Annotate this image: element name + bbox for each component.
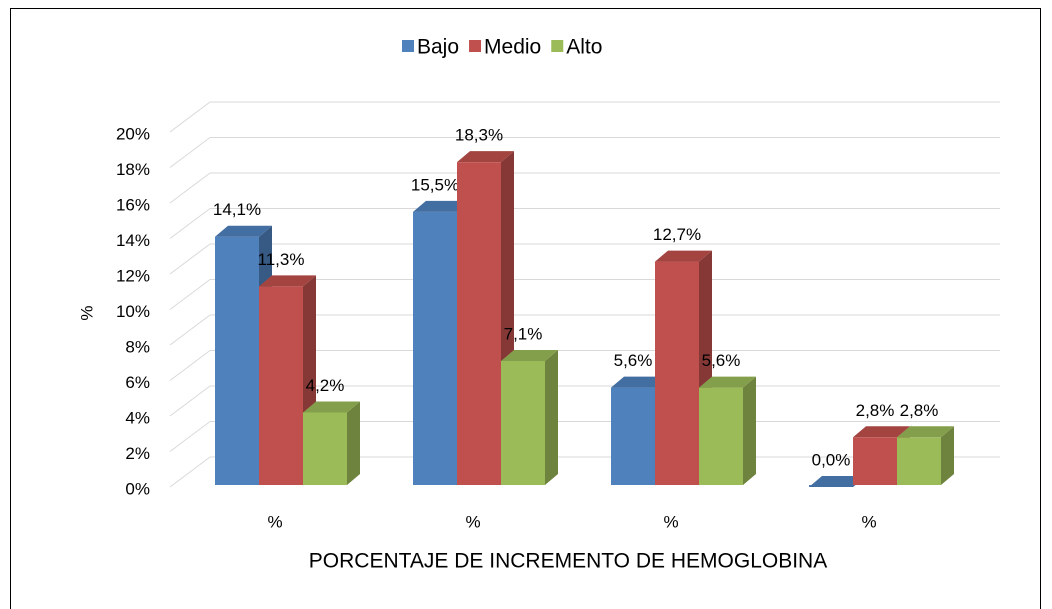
value-label: 2,8% [900, 401, 939, 420]
value-label: 7,1% [504, 324, 543, 343]
bar-top [611, 376, 668, 388]
bar [655, 261, 699, 485]
y-tick-label: 12% [116, 266, 150, 285]
bar-top [215, 225, 272, 237]
value-label: 5,6% [702, 351, 741, 370]
x-axis-title: PORCENTAJE DE INCREMENTO DE HEMOGLOBINA [309, 550, 827, 573]
bar-top [413, 200, 470, 212]
grid-line [169, 208, 211, 239]
bar [303, 412, 347, 485]
y-tick-label: 8% [125, 337, 150, 356]
legend-label: Medio [484, 36, 541, 59]
bar-top [303, 401, 360, 413]
value-label: 14,1% [213, 200, 261, 219]
value-label: 15,5% [411, 175, 459, 194]
bar-side [941, 426, 954, 485]
grid-line [169, 279, 211, 310]
value-label: 0,0% [812, 450, 851, 469]
bar-side [347, 401, 360, 485]
bar-top [853, 426, 910, 438]
y-tick-label: 10% [116, 302, 150, 321]
bar [259, 286, 303, 485]
value-label: 2,8% [856, 401, 895, 420]
legend-label: Alto [566, 36, 602, 59]
grid-line [169, 243, 211, 275]
grid-line [169, 101, 211, 133]
bar [413, 211, 457, 485]
bar-side [545, 349, 558, 485]
bar-top [699, 376, 756, 388]
bar-side [743, 376, 756, 485]
legend-swatch [551, 40, 564, 52]
value-label: 5,6% [614, 351, 653, 370]
y-tick-label: 18% [116, 160, 150, 179]
grid-line [169, 385, 211, 417]
value-label: 11,3% [258, 250, 305, 269]
grid-line [169, 172, 211, 204]
bar-top [259, 275, 316, 287]
chart-frame [10, 8, 1041, 609]
grid-line [169, 421, 211, 452]
y-axis-title: % [77, 305, 96, 320]
x-tick-label: % [267, 512, 282, 531]
bar [699, 387, 743, 485]
bar-top [897, 426, 954, 438]
grid-line [169, 350, 211, 381]
bar [853, 437, 897, 485]
bar [501, 360, 545, 485]
bar-top [457, 151, 514, 163]
x-tick-label: % [663, 512, 678, 531]
y-tick-label: 6% [125, 373, 150, 392]
bar-top [501, 349, 558, 361]
y-tick-label: 20% [116, 124, 150, 143]
grid-line [169, 456, 211, 488]
grid-line [169, 137, 211, 168]
bar [215, 236, 259, 485]
bar [611, 387, 655, 485]
legend-swatch [469, 40, 482, 52]
bar-top [655, 250, 712, 262]
x-tick-label: % [861, 512, 876, 531]
value-label: 18,3% [455, 126, 503, 145]
legend-swatch [402, 40, 414, 52]
y-tick-label: 2% [125, 444, 150, 463]
y-tick-label: 16% [116, 195, 150, 214]
y-tick-label: 14% [116, 231, 150, 250]
x-tick-label: % [465, 512, 480, 531]
bar-top [809, 476, 866, 487]
value-label: 4,2% [306, 376, 345, 395]
y-tick-label: 0% [125, 479, 150, 498]
y-tick-label: 4% [125, 408, 150, 427]
legend-label: Bajo [417, 36, 459, 59]
bar [457, 162, 501, 486]
grid-line [169, 314, 211, 346]
bar [897, 437, 941, 485]
value-label: 12,7% [653, 225, 701, 244]
